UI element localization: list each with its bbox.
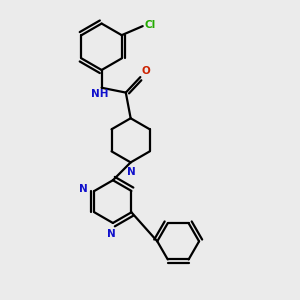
- Text: NH: NH: [91, 89, 109, 99]
- Text: O: O: [141, 66, 150, 76]
- Text: N: N: [127, 167, 136, 177]
- Text: N: N: [79, 184, 87, 194]
- Text: Cl: Cl: [145, 20, 156, 31]
- Text: N: N: [107, 229, 116, 239]
